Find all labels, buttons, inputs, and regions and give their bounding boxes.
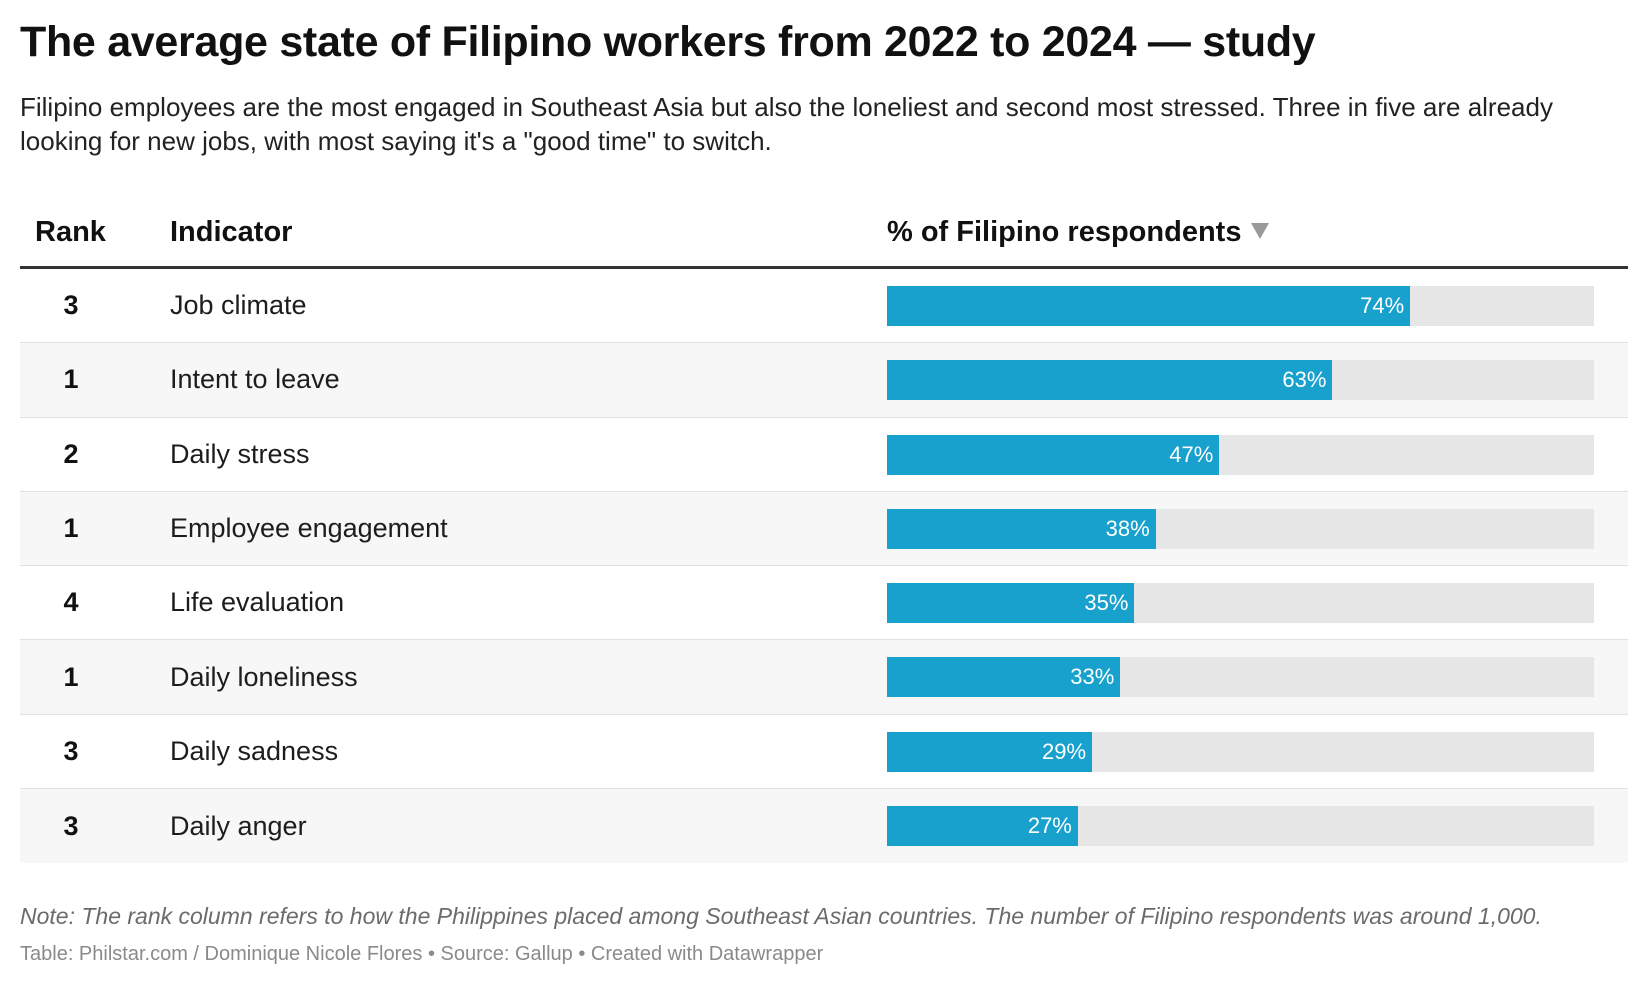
bar-track: 47% [887,434,1594,475]
bar: 33% [887,657,1121,698]
table-row: 1 Daily loneliness 33% [20,640,1628,715]
indicator-cell: Intent to leave [170,364,340,395]
bar: 29% [887,731,1093,772]
column-header-indicator[interactable]: Indicator [170,216,293,248]
indicator-cell: Daily loneliness [170,661,358,692]
table-header: Rank Indicator % of Filipino respondents [20,200,1628,269]
column-header-percent[interactable]: % of Filipino respondents [887,216,1270,249]
table-row: 2 Daily stress 47% [20,418,1628,492]
table-body: 3 Job climate 74% 1 Intent to leave 63% 2 Daily… [20,269,1628,864]
bar: 47% [887,434,1220,475]
rank-cell: 3 [63,735,79,766]
indicator-cell: Employee engagement [170,513,448,544]
bar-value-label: 33% [1070,664,1115,690]
rank-cell: 1 [63,513,79,544]
chart-subtitle: Filipino employees are the most engaged … [20,92,1553,156]
rank-cell: 1 [63,661,79,692]
rank-cell: 3 [63,290,79,321]
indicator-cell: Daily sadness [170,735,339,766]
indicator-cell: Job climate [170,290,307,321]
column-header-percent-label: % of Filipino respondents [887,216,1242,248]
bar-track: 33% [887,657,1594,698]
bar-track: 35% [887,583,1594,624]
bar-value-label: 63% [1282,367,1327,393]
table-row: 1 Employee engagement 38% [20,491,1628,567]
bar-track: 74% [887,286,1594,326]
rank-cell: 3 [63,810,79,841]
indicator-cell: Daily anger [170,810,307,841]
bar-value-label: 35% [1084,590,1129,616]
column-header-rank[interactable]: Rank [35,216,106,248]
table-row: 3 Daily sadness 29% [20,715,1628,790]
rank-cell: 4 [63,587,79,618]
source-credit: Table: Philstar.com / Dominique Nicole F… [20,943,824,965]
bar-track: 29% [887,731,1594,772]
bar-value-label: 27% [1027,813,1072,839]
bar-track: 38% [887,508,1594,549]
rank-cell: 1 [63,364,79,395]
bar-track: 27% [887,806,1594,847]
rank-cell: 2 [63,438,79,469]
bar: 35% [887,583,1135,624]
bar-value-label: 38% [1105,515,1150,541]
bar: 74% [887,286,1411,326]
table-row: 3 Daily anger 27% [20,789,1628,864]
bar-value-label: 74% [1360,293,1405,318]
indicator-cell: Daily stress [170,438,310,469]
chart-title: The average state of Filipino workers fr… [20,18,1316,66]
table-row: 4 Life evaluation 35% [20,566,1628,641]
data-table: Rank Indicator % of Filipino respondents… [20,200,1628,864]
bar-track: 63% [887,360,1594,401]
bar-value-label: 47% [1169,441,1214,467]
table-row: 3 Job climate 74% [20,269,1628,344]
bar-value-label: 29% [1041,738,1087,764]
footnote: Note: The rank column refers to how the … [20,903,1542,929]
table-row: 1 Intent to leave 63% [20,343,1628,418]
sort-descending-icon[interactable] [1251,223,1270,240]
bar: 63% [887,360,1333,401]
indicator-cell: Life evaluation [170,587,345,618]
bar: 27% [887,806,1078,847]
bar: 38% [887,508,1156,549]
